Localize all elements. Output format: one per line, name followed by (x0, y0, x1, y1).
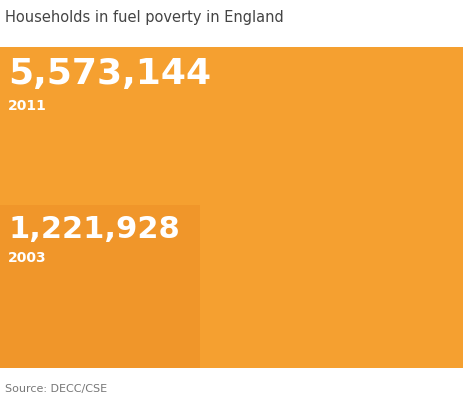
Text: Households in fuel poverty in England: Households in fuel poverty in England (5, 10, 283, 25)
Bar (0, 47, 463, 368)
Bar (0, 205, 200, 368)
Text: 2003: 2003 (8, 251, 46, 265)
Text: 5,573,144: 5,573,144 (8, 57, 211, 91)
Text: 2011: 2011 (8, 99, 47, 113)
Text: 1,221,928: 1,221,928 (8, 215, 179, 244)
Text: Source: DECC/CSE: Source: DECC/CSE (5, 384, 107, 394)
